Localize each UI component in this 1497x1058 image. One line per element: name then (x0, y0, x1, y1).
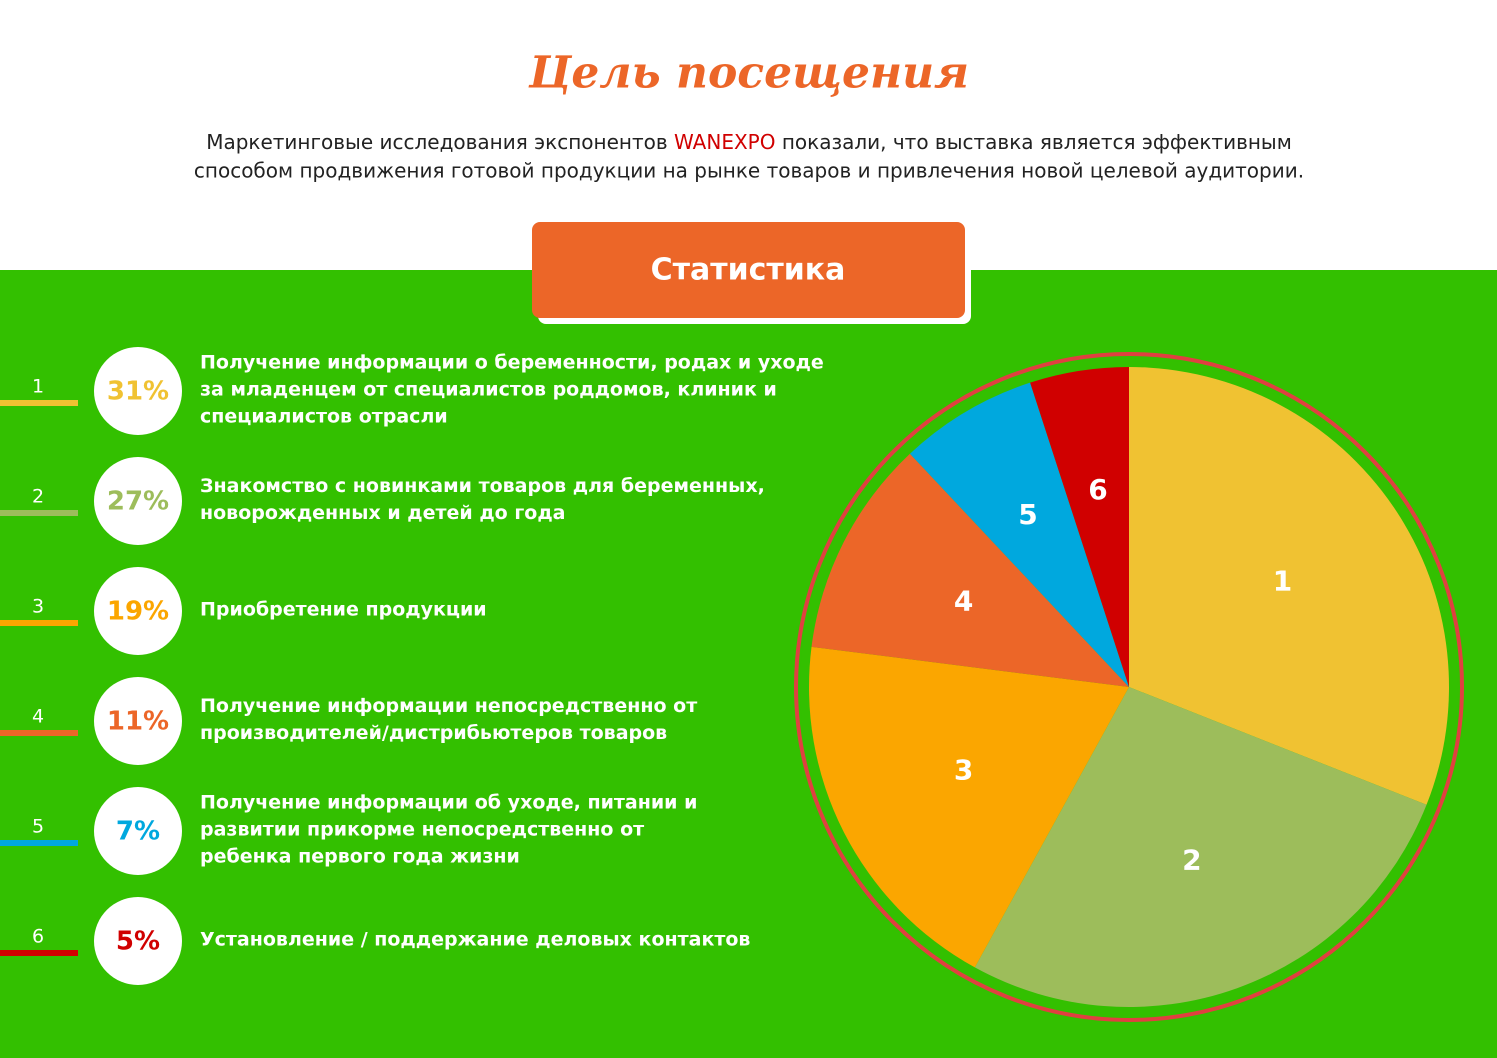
percent-circle (94, 787, 182, 875)
pie-slice (1129, 367, 1449, 805)
slice-label: 3 (954, 753, 973, 786)
inner-ring (800, 358, 1458, 1016)
description-line: ребенка первого года жизни (200, 846, 520, 868)
pie-slice (1030, 367, 1129, 687)
legend-line (0, 950, 78, 956)
percent-label: 19% (107, 597, 169, 627)
pie-slice (909, 382, 1129, 687)
percent-circle (94, 347, 182, 435)
pie-slice (974, 687, 1427, 1007)
intro-line: способом продвижения готовой продукции н… (194, 159, 1304, 183)
description-line: Получение информации о беременности, род… (200, 352, 824, 374)
description-line: развитии прикорме непосредственно от (200, 819, 644, 841)
slice-label: 1 (1273, 565, 1292, 598)
legend-number: 6 (32, 926, 44, 948)
percent-circle (94, 897, 182, 985)
legend-number: 4 (32, 706, 44, 728)
slice-label: 5 (1018, 498, 1037, 531)
slice-label: 4 (954, 585, 973, 618)
button-label[interactable]: Статистика (651, 253, 846, 288)
slice-label: 2 (1182, 844, 1201, 877)
title: Цель посещения (528, 48, 969, 99)
percent-label: 27% (107, 487, 169, 517)
legend-number: 3 (32, 596, 44, 618)
percent-circle (94, 677, 182, 765)
legend-line (0, 400, 78, 406)
percent-circle (94, 567, 182, 655)
percent-label: 11% (107, 707, 169, 737)
pie-slice (809, 646, 1129, 968)
legend-line (0, 620, 78, 626)
pie: 1 2 3 4 5 6 (809, 367, 1449, 1007)
stats-button[interactable] (532, 222, 965, 318)
legend-line (0, 730, 78, 736)
description-line: специалистов отрасли (200, 406, 448, 428)
description-line: Знакомство с новинками товаров для берем… (200, 475, 765, 497)
description-line: Получение информации об уходе, питании и (200, 792, 697, 814)
pie-slice (811, 453, 1129, 687)
percent-label: 31% (107, 377, 169, 407)
description-line: за младенцем от специалистов роддомов, к… (200, 379, 777, 401)
intro-text: показали, что выставка является эффектив… (782, 130, 1292, 154)
legend-number: 5 (32, 816, 44, 838)
percent-circle (94, 457, 182, 545)
description-line: Установление / поддержание деловых конта… (200, 929, 750, 951)
description-line: Приобретение продукции (200, 599, 487, 621)
outer-ring (794, 352, 1464, 1022)
legend-line (0, 840, 78, 846)
description-line: Получение информации непосредственно от (200, 695, 697, 717)
description-line: новорожденных и детей до года (200, 502, 566, 524)
intro-text: Маркетинговые исследования экспонентов (206, 130, 667, 154)
legend-number: 1 (32, 376, 44, 398)
intro-brand: WANEXPO (674, 130, 775, 154)
legend: 1 31% Получение информации о беременности,… (0, 347, 824, 985)
percent-label: 7% (116, 817, 160, 847)
description-line: производителей/дистрибьютеров товаров (200, 722, 667, 744)
intro-line: Маркетинговые исследования экспонентов W… (206, 130, 1292, 154)
legend-line (0, 510, 78, 516)
percent-label: 5% (116, 927, 160, 957)
legend-number: 2 (32, 486, 44, 508)
slice-label: 6 (1088, 473, 1107, 506)
